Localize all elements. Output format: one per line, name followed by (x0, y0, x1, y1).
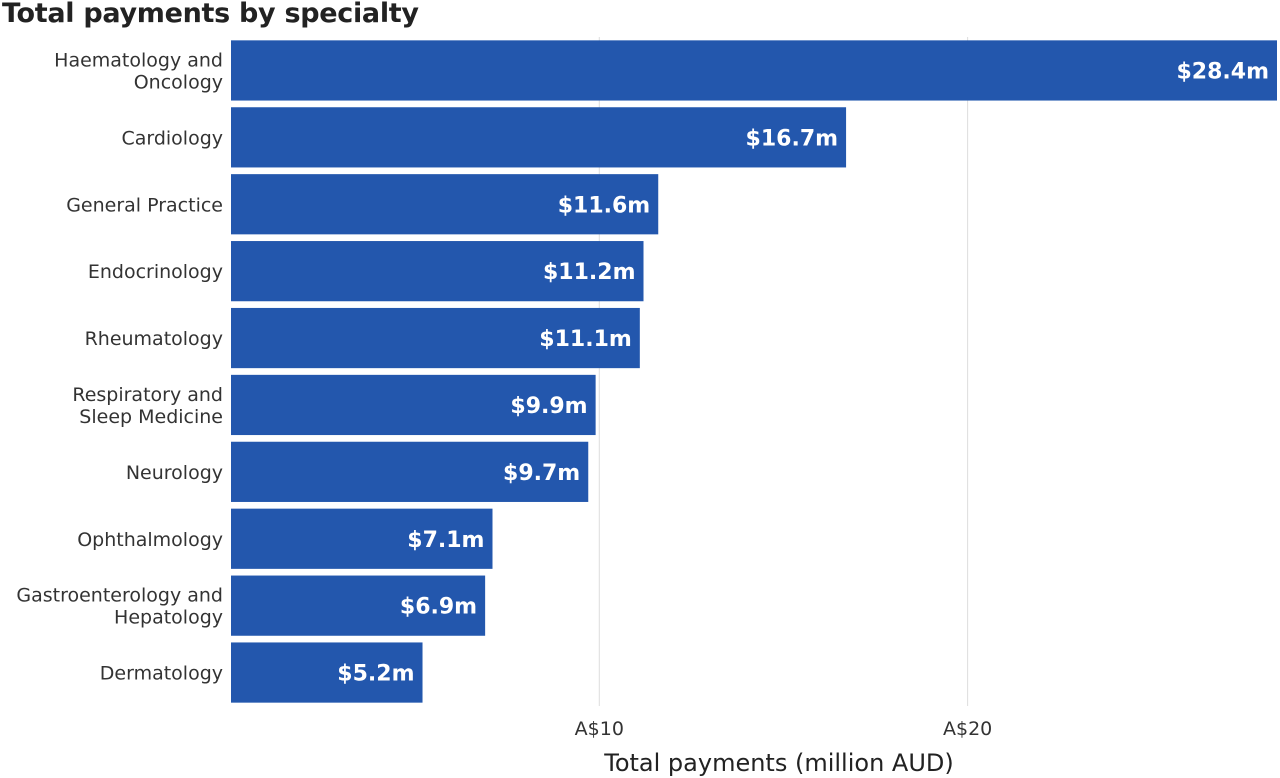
bar (231, 508, 493, 569)
category-label: Endocrinology (88, 261, 223, 283)
x-tick-label: A$10 (575, 718, 624, 740)
category-label: Gastroenterology and Hepatology (16, 585, 223, 629)
x-tick-labels: A$10 A$20 (575, 718, 993, 740)
bar (231, 642, 423, 703)
category-label: General Practice (66, 194, 223, 216)
value-label: $16.7m (746, 126, 839, 151)
bar (231, 174, 659, 235)
category-label: Haematology and Oncology (54, 49, 223, 93)
value-label: $9.7m (503, 461, 580, 486)
category-label: Dermatology (100, 663, 223, 685)
bar (231, 374, 596, 436)
bar (231, 107, 847, 168)
bar (231, 241, 644, 302)
x-axis-title: Total payments (million AUD) (603, 749, 954, 777)
category-label: Ophthalmology (77, 529, 223, 551)
value-label: $6.9m (400, 595, 477, 620)
category-labels: Haematology and Oncology Cardiology General… (16, 49, 223, 684)
value-label: $28.4m (1176, 59, 1269, 84)
value-label: $7.1m (407, 528, 484, 553)
chart-title: Total payments by specialty (2, 0, 419, 29)
bar (231, 441, 589, 502)
bar (231, 40, 1277, 101)
category-label: Respiratory and Sleep Medicine (72, 384, 223, 428)
category-label: Rheumatology (85, 328, 223, 350)
value-label: $11.1m (539, 327, 632, 352)
value-label: $11.2m (543, 260, 636, 285)
bar (231, 575, 486, 636)
value-label: $9.9m (510, 394, 587, 419)
bars: $28.4m $16.7m $11.6m $11.2m $11.1m $9.9m $9.7m… (231, 40, 1277, 703)
x-tick-label: A$20 (943, 718, 992, 740)
value-label: $5.2m (337, 662, 414, 687)
bar (231, 307, 640, 369)
category-label: Cardiology (121, 127, 223, 149)
category-label: Neurology (126, 462, 223, 484)
value-label: $11.6m (558, 193, 651, 218)
